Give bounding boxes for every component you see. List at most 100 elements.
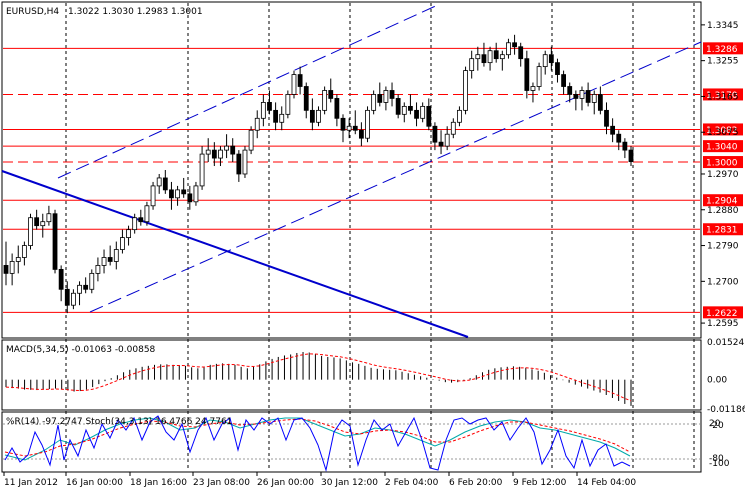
candle-body [279, 113, 285, 123]
candle [21, 241, 27, 266]
price-axis-label: 1.3255 [707, 57, 739, 67]
candle [107, 245, 113, 266]
candle-body [273, 109, 279, 123]
candle-body [58, 269, 64, 290]
candle [555, 58, 560, 83]
candle-body [71, 292, 76, 306]
candle [120, 229, 125, 254]
candle [187, 185, 193, 210]
candle-body [420, 105, 426, 119]
candle [616, 130, 622, 151]
candle [242, 146, 248, 178]
candle-body [591, 94, 597, 103]
candle [28, 213, 33, 250]
candle [395, 94, 401, 119]
candle-body [567, 86, 573, 95]
candle [536, 62, 542, 91]
candle [432, 122, 438, 151]
candle-body [352, 125, 358, 131]
candle-body [64, 288, 70, 306]
candle [340, 114, 346, 143]
candle-body [224, 145, 229, 151]
candle [95, 257, 101, 282]
candle [89, 269, 95, 294]
price-level-label: 1.2831 [706, 226, 738, 236]
candle [444, 126, 450, 151]
price-levels: 1.32861.31701.30821.30401.30001.29041.28… [3, 42, 743, 319]
candle [463, 66, 468, 115]
candle [499, 50, 505, 71]
candle [260, 94, 266, 127]
candle [475, 46, 481, 71]
candle-body [218, 149, 223, 159]
candle-body [432, 125, 438, 143]
downtrend-line[interactable] [1, 170, 469, 338]
channel-lower-line[interactable] [89, 41, 702, 313]
candle-body [309, 109, 315, 123]
channel-upper-line[interactable] [57, 3, 441, 179]
candle [579, 86, 585, 111]
price-axis-label: 1.2970 [707, 170, 739, 180]
candle [132, 213, 138, 234]
candle-body [628, 149, 634, 163]
price-level-label: 1.3170 [706, 91, 738, 101]
candle-body [83, 284, 89, 290]
candle [358, 122, 364, 147]
candle [83, 277, 89, 294]
candle-body [187, 193, 193, 203]
stoch-panel-title: %R(14) -97.2747 Stoch(34,3,13) 16.4766 2… [6, 417, 232, 427]
stoch-panel-frame [1, 411, 702, 473]
candle-body [597, 94, 603, 111]
candle-body [395, 98, 401, 115]
candle-body [506, 42, 511, 56]
candle [585, 82, 591, 107]
candle [211, 142, 217, 167]
candle [205, 138, 211, 163]
price-axis-label: 1.3075 [707, 128, 739, 138]
candle [365, 106, 370, 143]
candle-body [285, 94, 291, 115]
price-level-label: 1.3040 [706, 143, 738, 153]
price-level-label: 1.2904 [706, 197, 738, 207]
candle [328, 78, 334, 103]
candle [414, 102, 419, 127]
candle [481, 42, 487, 67]
candle [401, 102, 407, 123]
ohlc-readout: 1.3022 1.3030 1.2983 1.3001 [68, 7, 203, 17]
candle [58, 265, 64, 302]
candle-body [15, 257, 21, 262]
candle [316, 106, 321, 127]
candle [169, 181, 174, 210]
candle-body [414, 109, 419, 119]
candle-body [493, 50, 499, 60]
candle [267, 90, 272, 115]
candle [346, 118, 352, 139]
time-axis-label: 2 Feb 04:00 [385, 478, 439, 488]
candle-body [297, 74, 303, 87]
candle [493, 42, 499, 63]
candle-body [3, 265, 9, 274]
candle [273, 102, 279, 131]
price-level-badge [703, 223, 743, 236]
time-axis-label: 9 Feb 12:00 [513, 478, 567, 488]
candle [487, 46, 493, 71]
candlesticks [3, 34, 634, 314]
candle [162, 170, 168, 194]
candle-body [34, 217, 40, 227]
candle [628, 146, 634, 167]
main-panel-frame [1, 1, 702, 339]
candle-body [156, 177, 162, 187]
time-axis-label: 6 Feb 20:00 [449, 478, 503, 488]
macd-axis-label: -0.01186 [707, 405, 745, 415]
candle-body [46, 213, 52, 223]
candle-body [512, 42, 517, 48]
candle [457, 106, 462, 127]
price-level-badge [703, 123, 743, 136]
price-axis-label: 1.2790 [707, 242, 739, 252]
candle [193, 181, 199, 206]
candle-body [132, 217, 138, 231]
candle-body [150, 185, 156, 207]
candle-body [162, 177, 168, 191]
